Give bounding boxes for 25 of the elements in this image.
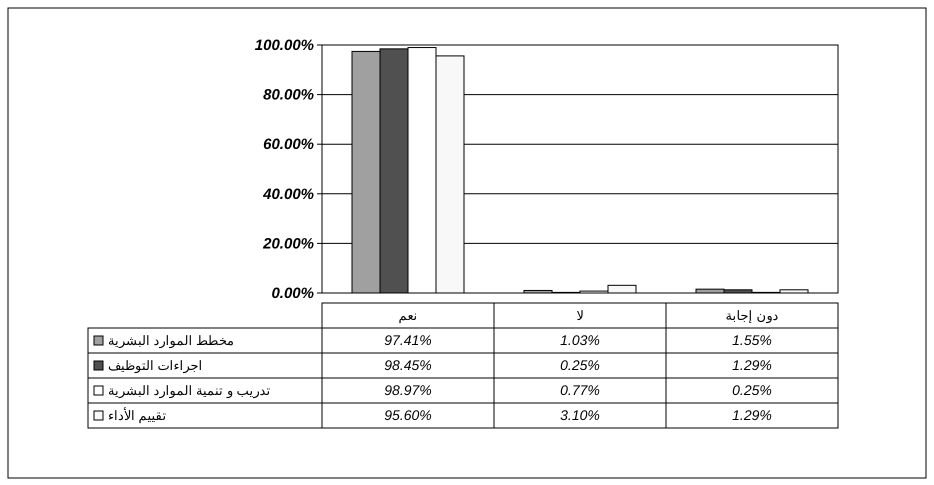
legend-label: تقييم الأداء bbox=[108, 407, 167, 424]
data-label: 98.45% bbox=[384, 357, 432, 373]
legend-label: تدريب و تنمية الموارد البشرية bbox=[108, 383, 270, 399]
y-tick-label: 100.00% bbox=[254, 37, 314, 54]
y-tick-label: 60.00% bbox=[263, 136, 314, 154]
y-tick-label: 20.00% bbox=[262, 235, 314, 252]
data-label: 1.55% bbox=[732, 332, 772, 348]
data-label: 0.25% bbox=[732, 382, 772, 398]
data-label: 97.41% bbox=[384, 332, 432, 348]
y-tick-label: 0.00% bbox=[271, 285, 314, 302]
legend-label: اجراءات التوظيف bbox=[108, 358, 203, 374]
data-label: 98.97% bbox=[384, 382, 432, 398]
data-label: 3.10% bbox=[560, 407, 600, 423]
data-label: 1.29% bbox=[732, 407, 772, 423]
x-tick-label: نعم bbox=[398, 308, 418, 324]
legend-label: مخطط الموارد البشرية bbox=[108, 333, 234, 349]
y-tick-label: 80.00% bbox=[263, 86, 314, 104]
data-label: 1.03% bbox=[560, 332, 600, 348]
data-label: 1.29% bbox=[732, 357, 772, 373]
data-label: 0.77% bbox=[560, 382, 600, 398]
x-tick-label: دون إجابة bbox=[726, 308, 778, 324]
data-label: 95.60% bbox=[384, 407, 432, 423]
x-tick-label: لا bbox=[576, 308, 584, 323]
data-label: 0.25% bbox=[560, 357, 600, 373]
y-tick-label: 40.00% bbox=[262, 186, 314, 203]
